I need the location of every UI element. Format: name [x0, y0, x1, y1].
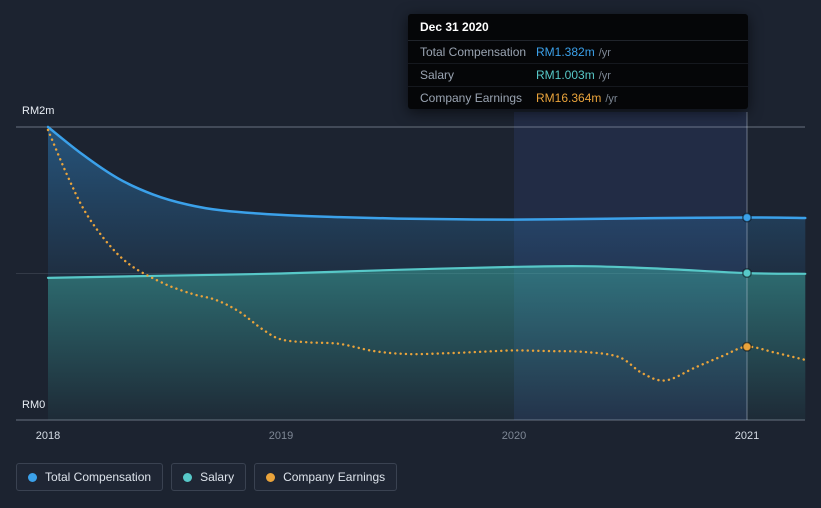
x-axis-label-2018: 2018: [35, 430, 61, 442]
x-axis-label-2021: 2021: [734, 430, 760, 442]
x-axis-label-2020: 2020: [501, 430, 527, 442]
x-axis-label-2019: 2019: [268, 430, 294, 442]
y-axis-label-bottom: RM0: [22, 399, 46, 411]
tooltip-row-suffix: /yr: [598, 70, 611, 82]
legend-item-company-earnings[interactable]: Company Earnings: [254, 463, 398, 491]
legend-item-salary[interactable]: Salary: [171, 463, 247, 491]
tooltip-row-salary: Salary RM1.003m /yr: [408, 64, 748, 87]
chart-tooltip: Dec 31 2020 Total Compensation RM1.382m …: [408, 14, 748, 109]
tooltip-row-label: Company Earnings: [420, 91, 523, 105]
tooltip-row-company-earnings: Company Earnings RM16.364m /yr: [408, 87, 748, 109]
tooltip-row-value: RM1.003m: [536, 68, 595, 82]
legend-item-total-compensation[interactable]: Total Compensation: [16, 463, 164, 491]
tooltip-date: Dec 31 2020: [408, 14, 748, 41]
y-axis-label-top: RM2m: [22, 105, 55, 117]
legend-label: Total Compensation: [45, 470, 152, 484]
tooltip-row-value: RM1.382m: [536, 45, 595, 59]
tooltip-row-label: Total Compensation: [420, 45, 527, 59]
tooltip-row-value: RM16.364m: [536, 91, 602, 105]
tooltip-row-suffix: /yr: [598, 47, 611, 59]
chart-legend: Total Compensation Salary Company Earnin…: [16, 463, 398, 491]
tooltip-row-total-compensation: Total Compensation RM1.382m /yr: [408, 41, 748, 64]
tooltip-row-suffix: /yr: [605, 93, 618, 105]
salary-dot-icon: [183, 472, 193, 482]
tooltip-row-label: Salary: [420, 68, 455, 82]
legend-label: Salary: [200, 470, 235, 484]
company-earnings-dot-icon: [266, 472, 276, 482]
legend-label: Company Earnings: [283, 470, 386, 484]
total-compensation-dot-icon: [28, 472, 37, 482]
